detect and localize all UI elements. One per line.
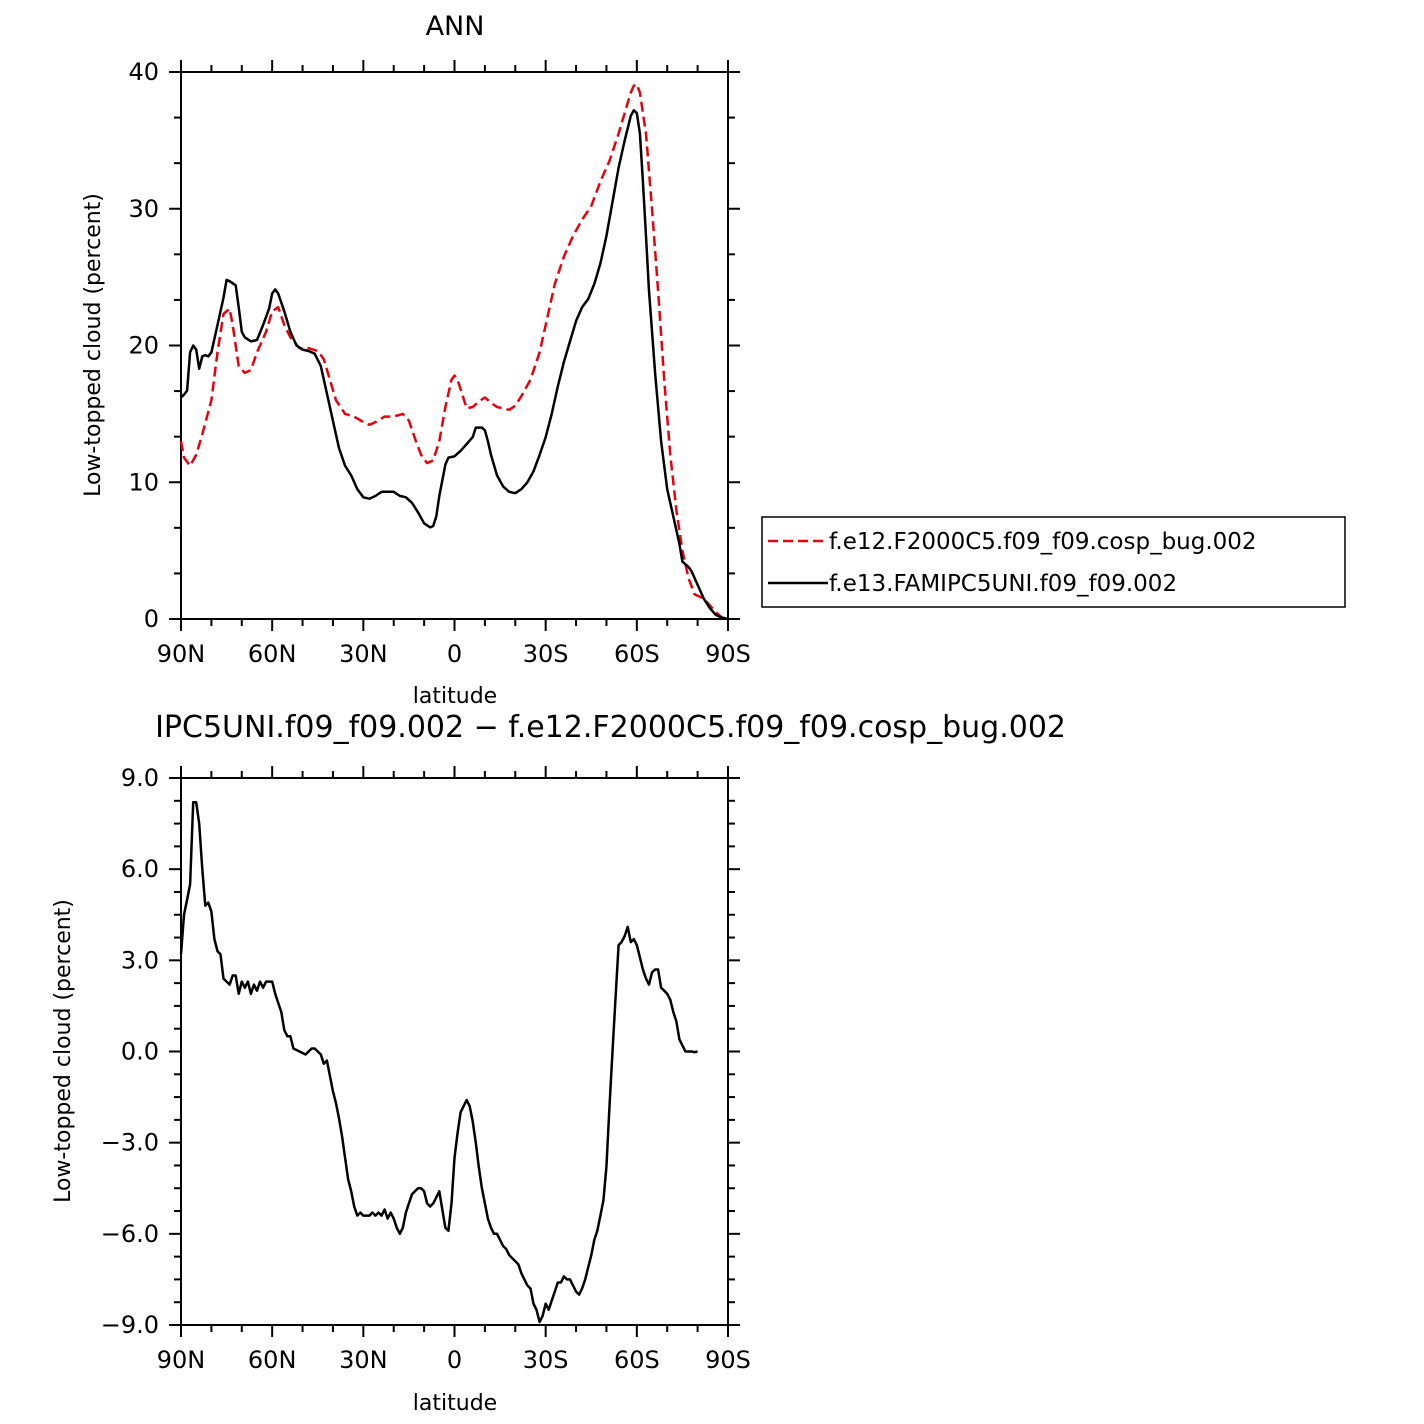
x-tick-label: 60N xyxy=(248,640,297,668)
x-tick-label: 30S xyxy=(523,640,569,668)
bottom-plot-frame xyxy=(180,777,729,1326)
y-tick-label: −3.0 xyxy=(101,1129,159,1157)
x-tick-label: 30S xyxy=(523,1346,569,1374)
y-tick-label: 30 xyxy=(128,195,159,223)
y-tick-label: 0.0 xyxy=(121,1038,159,1066)
y-tick-label: 20 xyxy=(128,332,159,360)
x-tick-label: 60N xyxy=(248,1346,297,1374)
y-tick-label: 40 xyxy=(128,58,159,86)
top-tick-marks xyxy=(169,60,740,631)
bottom-series-lines xyxy=(179,801,698,1324)
top-chart-title: ANN xyxy=(426,11,485,42)
bottom-tick-marks xyxy=(169,766,740,1337)
legend: f.e12.F2000C5.f09_f09.cosp_bug.002 f.e13… xyxy=(761,516,1346,608)
bottom-y-tick-labels: 9.0 6.0 3.0 0.0 −3.0 −6.0 −9.0 xyxy=(101,764,159,1339)
series-line-2 xyxy=(180,109,729,621)
x-tick-label: 90S xyxy=(705,1346,751,1374)
legend-label-series-2: f.e13.FAMIPC5UNI.f09_f09.002 xyxy=(829,571,1177,597)
top-series-lines xyxy=(179,83,729,621)
bottom-panel: IPC5UNI.f09_f09.002 − f.e12.F2000C5.f09_… xyxy=(51,710,1066,1416)
x-tick-label: 90N xyxy=(157,1346,206,1374)
x-tick-label: 30N xyxy=(339,1346,388,1374)
series-line-1 xyxy=(179,801,698,1324)
y-tick-label: 10 xyxy=(128,468,159,496)
bottom-y-axis-label: Low-topped cloud (percent) xyxy=(51,899,76,1203)
y-tick-label: 9.0 xyxy=(121,764,159,792)
x-tick-label: 90S xyxy=(705,640,751,668)
y-tick-label: −6.0 xyxy=(101,1220,159,1248)
bottom-x-axis-label: latitude xyxy=(413,1391,497,1416)
x-tick-label: 60S xyxy=(614,1346,660,1374)
top-x-tick-labels: 90N 60N 30N 0 30S 60S 90S xyxy=(157,640,751,668)
legend-box xyxy=(761,516,1346,608)
y-tick-label: 0 xyxy=(144,605,159,633)
x-tick-label: 90N xyxy=(157,640,206,668)
top-x-axis-label: latitude xyxy=(413,684,497,709)
legend-label-series-1: f.e12.F2000C5.f09_f09.cosp_bug.002 xyxy=(829,529,1257,555)
x-tick-label: 60S xyxy=(614,640,660,668)
bottom-chart-title: IPC5UNI.f09_f09.002 − f.e12.F2000C5.f09_… xyxy=(155,710,1066,745)
top-plot-frame xyxy=(180,71,729,620)
x-tick-label: 0 xyxy=(447,1346,462,1374)
x-tick-label: 0 xyxy=(447,640,462,668)
top-y-axis-label: Low-topped cloud (percent) xyxy=(81,193,106,497)
y-tick-label: 6.0 xyxy=(121,855,159,883)
x-tick-label: 30N xyxy=(339,640,388,668)
top-y-tick-labels: 0 10 20 30 40 xyxy=(128,58,159,633)
top-panel: ANN 0 10 20 30 40 90N 60N 30N 0 30S 60S 90S latitu… xyxy=(81,11,751,709)
series-line-1 xyxy=(179,83,729,621)
y-tick-label: −9.0 xyxy=(101,1311,159,1339)
bottom-x-tick-labels: 90N 60N 30N 0 30S 60S 90S xyxy=(157,1346,751,1374)
y-tick-label: 3.0 xyxy=(121,946,159,974)
